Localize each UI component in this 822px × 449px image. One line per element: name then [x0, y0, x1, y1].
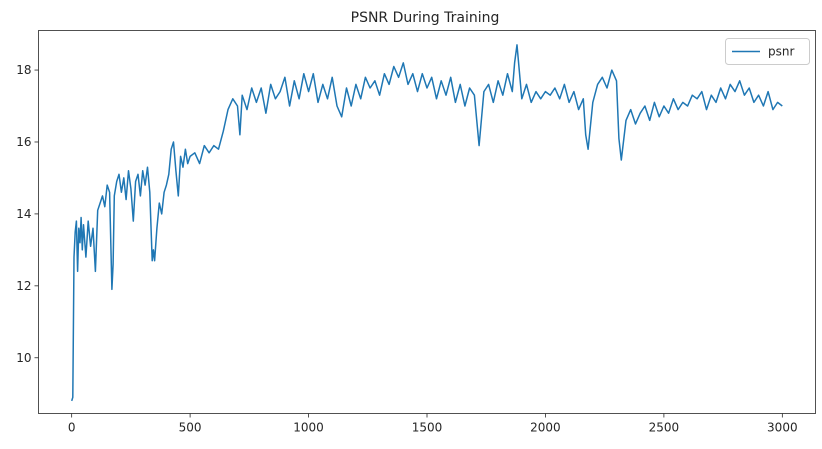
x-tick-label: 3000: [767, 421, 798, 435]
x-axis: 0 500 1000 1500 2000 2500 3000: [68, 413, 798, 435]
y-tick-label: 10: [16, 351, 31, 365]
y-tick-label: 12: [16, 279, 31, 293]
x-tick-label: 0: [68, 421, 76, 435]
y-axis: 10 12 14 16 18: [16, 63, 39, 365]
y-tick-label: 16: [16, 135, 31, 149]
y-tick-label: 18: [16, 63, 31, 77]
x-tick-label: 2000: [530, 421, 561, 435]
series-line-psnr: [70, 44, 783, 402]
x-tick-label: 1000: [293, 421, 324, 435]
y-tick-label: 14: [16, 207, 31, 221]
series-layer: [70, 44, 783, 402]
chart-title: PSNR During Training: [351, 10, 500, 26]
legend-box: [725, 38, 810, 65]
x-tick-label: 500: [179, 421, 202, 435]
legend-label-psnr: psnr: [768, 45, 794, 59]
x-tick-label: 2500: [649, 421, 680, 435]
legend: psnr: [725, 38, 810, 65]
x-tick-label: 1500: [412, 421, 443, 435]
plot-frame: [38, 30, 816, 414]
